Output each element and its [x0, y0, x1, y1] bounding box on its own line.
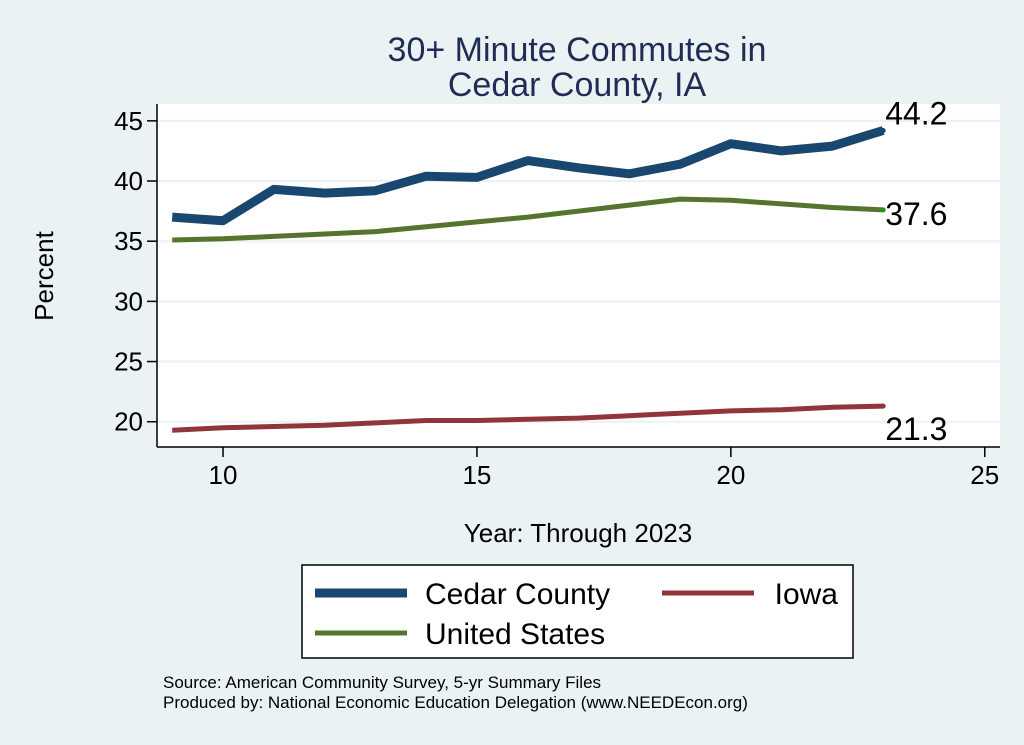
series-line-united-states: [172, 196, 884, 243]
legend-label-iowa: Iowa: [775, 578, 839, 611]
y-tick-label-30: 30: [114, 286, 143, 316]
y-tick-label-40: 40: [114, 166, 143, 196]
end-label-cedar-county: 44.2: [885, 95, 947, 131]
gridlines: [157, 119, 1000, 423]
legend: Cedar County Iowa United States: [301, 564, 854, 659]
x-tick-label-25: 25: [970, 460, 999, 490]
series-end-point-iowa: [880, 403, 886, 409]
end-label-united-states: 37.6: [885, 196, 947, 232]
chart-title-line-1: 30+ Minute Commutes in: [388, 31, 767, 69]
series-line-cedar-county: [171, 126, 885, 226]
legend-label-cedar-county: Cedar County: [425, 578, 610, 611]
y-axis-title: Percent: [29, 230, 59, 320]
y-tick-label-25: 25: [114, 347, 143, 377]
end-labels: 44.2 21.3 37.6: [885, 95, 947, 447]
source-note: Source: American Community Survey, 5-yr …: [163, 673, 601, 692]
series-lines: [171, 126, 886, 433]
x-axis-title: Year: Through 2023: [464, 518, 692, 548]
y-tick-label-20: 20: [114, 407, 143, 437]
plot-area: [157, 104, 1000, 447]
series-end-point-cedar-county: [880, 127, 886, 133]
y-tick-label-35: 35: [114, 226, 143, 256]
producer-note: Produced by: National Economic Education…: [163, 693, 748, 712]
legend-label-united-states: United States: [425, 618, 605, 651]
x-tick-label-20: 20: [716, 460, 745, 490]
end-label-iowa: 21.3: [885, 411, 947, 447]
y-tick-label-45: 45: [114, 106, 143, 136]
axes: 20 25 30 35 40 45 10 15 20 25: [114, 104, 1000, 490]
series-end-point-united-states: [880, 207, 886, 213]
series-line-iowa: [172, 403, 884, 433]
x-tick-label-10: 10: [209, 460, 238, 490]
chart-title-line-2: Cedar County, IA: [448, 66, 707, 104]
x-tick-label-15: 15: [462, 460, 491, 490]
legend-box: [301, 564, 854, 659]
